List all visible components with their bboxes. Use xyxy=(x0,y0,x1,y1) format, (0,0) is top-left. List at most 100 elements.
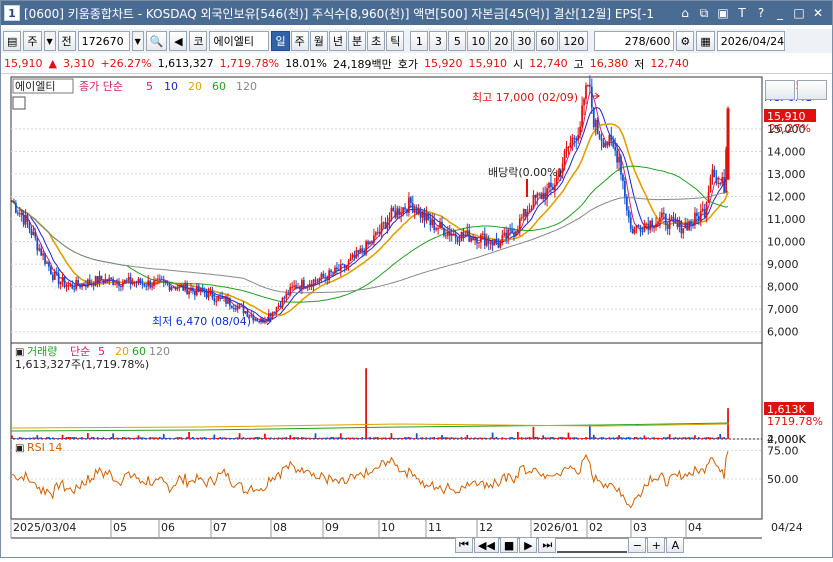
candle-body xyxy=(592,107,595,128)
volume-value: 1,613,327 xyxy=(157,57,214,70)
copy-icon[interactable]: ⧉ xyxy=(699,5,709,20)
candle-body xyxy=(466,230,469,235)
chart-area[interactable]: 15,000 14,000 13,000 12,000 11,000 10,000 9,00… xyxy=(1,75,832,559)
volume-bar xyxy=(211,437,214,439)
candle-body xyxy=(369,241,371,245)
volume-bar xyxy=(657,437,659,439)
candle-body xyxy=(705,202,708,218)
settings-icon[interactable]: ⚙ xyxy=(676,31,695,51)
prev-page-icon[interactable]: ◀◀ xyxy=(474,537,499,553)
volume-bar xyxy=(678,437,681,439)
volume-bar xyxy=(215,437,218,439)
volume-bar xyxy=(225,437,227,439)
volume-bar xyxy=(408,436,410,439)
maximize-icon[interactable]: □ xyxy=(793,5,805,20)
minute-tab-5[interactable]: 5 xyxy=(448,31,467,51)
volume-bar xyxy=(238,433,241,439)
minute-tab-10[interactable]: 10 xyxy=(467,31,490,51)
volume-bar xyxy=(466,435,469,439)
candle-body xyxy=(199,287,202,293)
volume-bar xyxy=(507,438,510,439)
text-icon[interactable]: T xyxy=(738,5,746,20)
volume-bar xyxy=(129,437,132,439)
minimize-icon[interactable]: _ xyxy=(777,5,783,20)
sell-button[interactable] xyxy=(797,80,827,100)
minute-tab-20[interactable]: 20 xyxy=(490,31,513,51)
stock-code-input[interactable]: 172670 xyxy=(77,31,130,51)
period-tab-4[interactable]: 분 xyxy=(347,31,367,51)
grid-toggle-icon[interactable] xyxy=(12,96,26,110)
code-dropdown-icon[interactable]: ▼ xyxy=(131,31,144,51)
next-page-icon[interactable]: ▶ xyxy=(519,537,538,553)
date-input[interactable]: 2026/04/24 xyxy=(716,31,785,51)
chart-canvas[interactable]: 15,000 14,000 13,000 12,000 11,000 10,000 9,00… xyxy=(1,75,832,559)
minute-tab-30[interactable]: 30 xyxy=(513,31,536,51)
volume-bar xyxy=(476,437,478,439)
sound-icon[interactable]: ◀ xyxy=(169,31,188,51)
candle-body xyxy=(583,98,585,106)
close-icon[interactable]: ✕ xyxy=(812,5,824,20)
candle-body xyxy=(495,239,498,244)
volume-bar xyxy=(513,437,515,439)
volume-bar xyxy=(433,436,436,439)
candle-body xyxy=(244,311,247,314)
restore-icon[interactable]: ▣ xyxy=(717,5,729,20)
help-icon[interactable]: ? xyxy=(757,5,765,20)
candle-body xyxy=(123,279,126,283)
data-count-field[interactable]: 278/600 xyxy=(594,31,675,51)
volume-bar xyxy=(546,437,548,439)
minute-tab-1[interactable]: 1 xyxy=(410,31,429,51)
candle-body xyxy=(480,234,482,243)
volume-bar xyxy=(462,438,465,439)
stop-icon[interactable]: ■ xyxy=(499,537,519,553)
volume-bar xyxy=(125,437,128,439)
chart-menu-icon[interactable]: ▤ xyxy=(3,31,22,51)
last-page-icon[interactable]: ⏭ xyxy=(538,537,557,553)
search-icon[interactable]: 🔍 xyxy=(145,31,168,51)
first-page-icon[interactable]: ⏮ xyxy=(455,537,473,553)
chevron-down-icon[interactable]: ▼ xyxy=(43,31,56,51)
minute-tab-3[interactable]: 3 xyxy=(429,31,448,51)
zoom-in-icon[interactable]: + xyxy=(647,537,666,553)
price-candles xyxy=(11,75,730,325)
volume-bar xyxy=(624,437,626,439)
period-tab-5[interactable]: 초 xyxy=(367,31,386,51)
zoom-slider[interactable] xyxy=(557,537,628,553)
price-change-pct: +26.27% xyxy=(100,57,152,70)
jeon-button[interactable]: 전 xyxy=(57,31,76,51)
hoga-label: 호가 xyxy=(397,57,418,71)
volume-bar xyxy=(371,438,373,439)
market-button[interactable]: 코 xyxy=(189,31,208,51)
period-tab-3[interactable]: 년 xyxy=(328,31,347,51)
save-icon[interactable]: ▦ xyxy=(696,31,715,51)
stock-tag-box xyxy=(12,78,74,94)
title-bar[interactable]: 1 [0600] 키움종합차트 - KOSDAQ 외국인보유[546(천)] 주… xyxy=(1,1,832,25)
minute-tab-120[interactable]: 120 xyxy=(559,31,589,51)
candle-body xyxy=(581,105,583,127)
volume-bar xyxy=(337,437,340,439)
volume-bar xyxy=(88,438,91,439)
volume-bar xyxy=(495,436,498,439)
period-tab-1[interactable]: 주 xyxy=(290,31,309,51)
volume-bar xyxy=(242,437,245,439)
volume-bar xyxy=(643,435,646,439)
volume-bar xyxy=(28,437,31,439)
volume-bar xyxy=(505,438,508,439)
text-size-icon[interactable]: A xyxy=(666,537,685,553)
code-type-select[interactable]: 주 xyxy=(23,31,42,51)
volume-bar xyxy=(464,437,467,439)
volume-bar xyxy=(252,437,255,439)
buy-button[interactable] xyxy=(765,80,795,100)
period-tab-0[interactable]: 일 xyxy=(271,31,290,51)
pin-icon[interactable]: ⌂ xyxy=(681,5,689,20)
zoom-out-icon[interactable]: − xyxy=(628,537,647,553)
candle-body xyxy=(361,248,364,252)
candle-body xyxy=(164,281,167,283)
candle-body xyxy=(223,296,225,298)
volume-bar xyxy=(170,438,173,439)
period-tab-6[interactable]: 틱 xyxy=(386,31,405,51)
minute-tab-60[interactable]: 60 xyxy=(536,31,559,51)
candle-body xyxy=(81,283,83,288)
volume-bar xyxy=(299,437,301,439)
period-tab-2[interactable]: 월 xyxy=(309,31,328,51)
